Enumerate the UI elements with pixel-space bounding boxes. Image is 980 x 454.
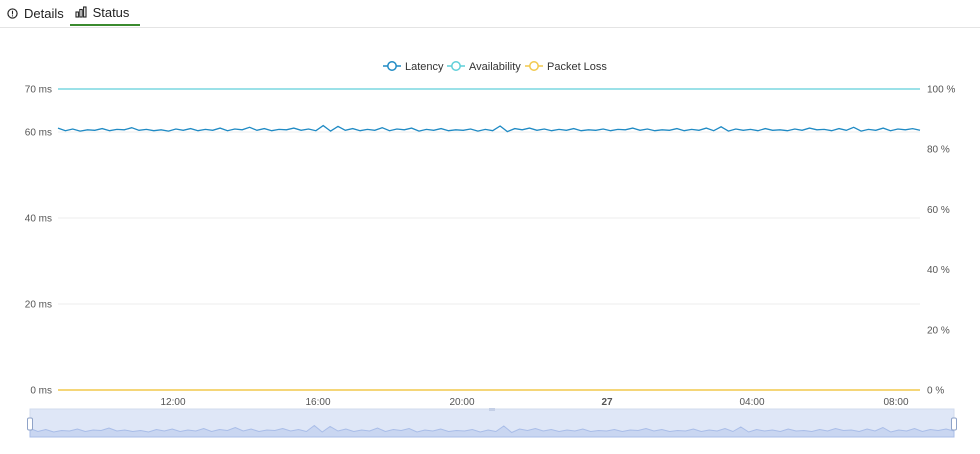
y-left-tick-label: 60 ms xyxy=(25,128,52,139)
y-left-tick-label: 40 ms xyxy=(25,214,52,225)
x-tick-label: 16:00 xyxy=(305,397,330,408)
zoom-handle-left[interactable] xyxy=(27,417,33,431)
y-left-tick-label: 70 ms xyxy=(25,85,52,96)
legend-item[interactable]: Availability xyxy=(447,61,521,73)
x-tick-label: 20:00 xyxy=(449,397,474,408)
legend-label: Packet Loss xyxy=(547,61,607,73)
legend-marker xyxy=(387,61,397,71)
y-right-tick-label: 100 % xyxy=(927,85,955,96)
info-circle-icon xyxy=(6,8,18,20)
legend-marker xyxy=(451,61,461,71)
tab-details-label: Details xyxy=(24,6,64,21)
y-right-tick-label: 0 % xyxy=(927,386,944,397)
y-left-tick-label: 20 ms xyxy=(25,300,52,311)
latency-line xyxy=(57,124,921,133)
tab-status[interactable]: Status xyxy=(70,0,140,26)
tab-bar: Details Status xyxy=(0,0,980,28)
zoom-drag-bar[interactable] xyxy=(489,408,495,411)
zoom-sparkline xyxy=(29,424,955,438)
legend-item[interactable]: Packet Loss xyxy=(525,61,607,73)
y-right-tick-label: 20 % xyxy=(927,325,950,336)
y-right-tick-label: 80 % xyxy=(927,145,950,156)
zoom-handle-right[interactable] xyxy=(951,417,957,431)
bar-chart-icon xyxy=(75,6,87,18)
tab-details[interactable]: Details xyxy=(6,0,64,27)
legend-item[interactable]: Latency xyxy=(383,61,444,73)
legend-label: Availability xyxy=(469,61,521,73)
legend-marker xyxy=(529,61,539,71)
y-right-tick-label: 60 % xyxy=(927,205,950,216)
x-tick-label: 12:00 xyxy=(160,397,185,408)
x-tick-label: 08:00 xyxy=(883,397,908,408)
legend-label: Latency xyxy=(405,61,444,73)
y-right-tick-label: 40 % xyxy=(927,265,950,276)
tab-status-label: Status xyxy=(92,4,130,20)
x-tick-label: 04:00 xyxy=(739,397,764,408)
status-chart: 0 ms 20 ms 40 ms 60 ms 70 ms 0 % 20 % 40 % 60 % 8… xyxy=(25,61,957,438)
x-tick-label: 27 xyxy=(601,397,613,408)
y-left-tick-label: 0 ms xyxy=(30,386,52,397)
